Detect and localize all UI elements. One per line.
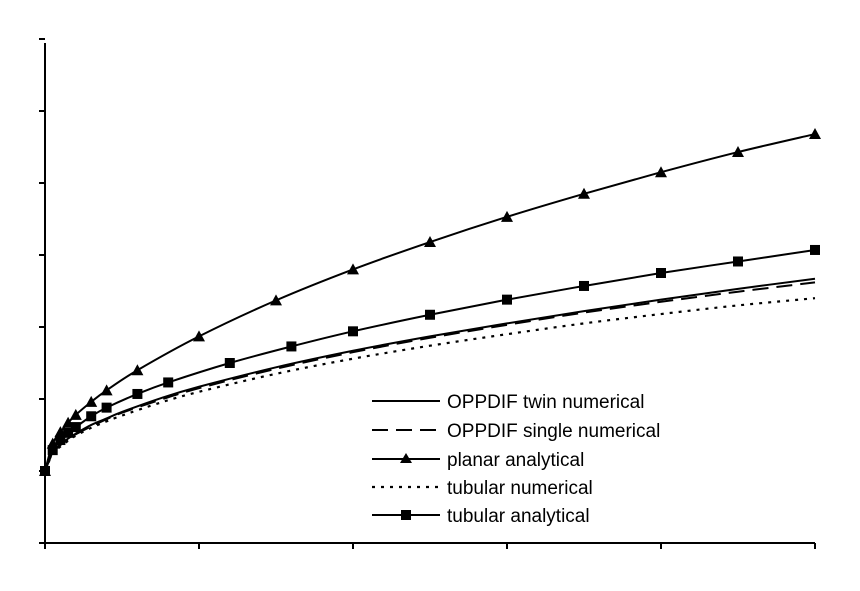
legend: OPPDIF twin numerical OPPDIF single nume… <box>372 392 660 527</box>
legend-item-tubular-numerical: tubular numerical <box>372 478 593 499</box>
point-tubular-analytical-17 <box>810 244 820 255</box>
legend-label-tubular-numerical: tubular numerical <box>447 478 593 499</box>
point-planar-analytical-7 <box>131 364 144 376</box>
legend-item-tubular-analytical: tubular analytical <box>372 506 590 527</box>
legend-marker-square <box>401 510 411 520</box>
legend-label-oppdif-single: OPPDIF single numerical <box>447 421 660 442</box>
point-planar-analytical-11 <box>424 236 436 248</box>
legend-item-oppdif-twin: OPPDIF twin numerical <box>372 392 644 413</box>
legend-item-planar-analytical: planar analytical <box>372 450 584 471</box>
point-tubular-analytical-0 <box>40 466 50 476</box>
legend-label-tubular-analytical: tubular analytical <box>447 506 590 527</box>
point-planar-analytical-14 <box>655 166 667 178</box>
point-tubular-analytical-12 <box>425 309 435 320</box>
series-line-planar-analytical <box>44 133 816 472</box>
point-tubular-analytical-7 <box>132 388 143 399</box>
point-tubular-analytical-11 <box>348 326 358 337</box>
point-planar-analytical-13 <box>578 187 590 199</box>
legend-label-planar-analytical: planar analytical <box>447 450 584 471</box>
legend-item-oppdif-single: OPPDIF single numerical <box>372 421 660 442</box>
series-tubular-analytical <box>40 244 820 476</box>
point-tubular-analytical-14 <box>579 280 589 291</box>
series-line-tubular-analytical <box>44 248 816 472</box>
point-tubular-analytical-1 <box>47 445 58 456</box>
point-tubular-analytical-15 <box>656 268 666 278</box>
point-planar-analytical-4 <box>69 408 82 420</box>
point-tubular-analytical-4 <box>70 422 81 433</box>
point-tubular-analytical-16 <box>733 256 743 267</box>
point-tubular-analytical-10 <box>286 341 297 352</box>
point-tubular-analytical-5 <box>86 411 97 422</box>
point-planar-analytical-10 <box>347 263 359 275</box>
point-planar-analytical-12 <box>501 210 513 222</box>
series-oppdif-twin-numerical <box>44 277 816 472</box>
point-planar-analytical-6 <box>100 384 113 396</box>
series-layer <box>39 128 821 476</box>
legend-marker-triangle <box>400 453 412 463</box>
series-line-oppdif-single-numerical <box>44 281 816 472</box>
series-line-oppdif-twin-numerical <box>44 277 816 472</box>
point-planar-analytical-9 <box>270 294 282 306</box>
point-planar-analytical-5 <box>85 395 98 407</box>
point-tubular-analytical-13 <box>502 294 512 305</box>
series-oppdif-single-numerical <box>44 281 816 472</box>
axes <box>39 38 816 549</box>
point-planar-analytical-15 <box>732 146 744 158</box>
point-planar-analytical-16 <box>809 128 821 140</box>
series-planar-analytical <box>39 128 821 476</box>
legend-label-oppdif-twin: OPPDIF twin numerical <box>447 392 644 413</box>
point-tubular-analytical-2 <box>55 435 66 446</box>
point-tubular-analytical-8 <box>163 377 174 388</box>
point-tubular-analytical-9 <box>224 358 235 368</box>
point-tubular-analytical-6 <box>101 402 112 413</box>
point-planar-analytical-8 <box>193 330 205 342</box>
point-tubular-analytical-3 <box>63 427 74 438</box>
